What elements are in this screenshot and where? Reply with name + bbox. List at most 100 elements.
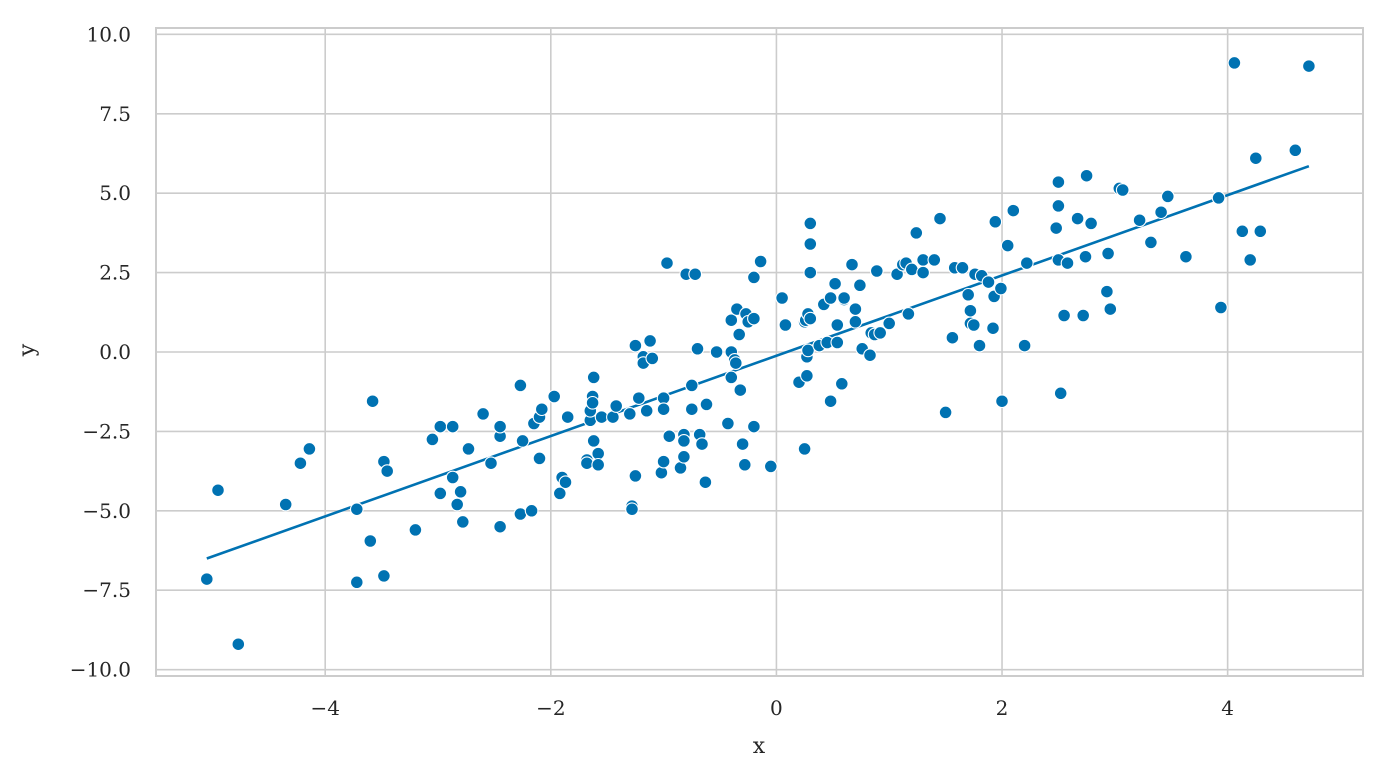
scatter-point xyxy=(1017,338,1032,353)
scatter-point xyxy=(580,456,594,471)
scatter-point xyxy=(994,281,1008,296)
scatter-point xyxy=(803,216,818,231)
scatter-point xyxy=(1006,203,1021,218)
scatter-point xyxy=(609,399,624,413)
scatter-point xyxy=(293,456,308,471)
scatter-point xyxy=(1049,221,1064,235)
scatter-point xyxy=(493,419,507,434)
scatter-point xyxy=(963,303,978,318)
scatter-point xyxy=(747,311,761,326)
scatter-point xyxy=(1060,256,1075,270)
scatter-point xyxy=(677,449,691,464)
scatter-point xyxy=(534,402,549,417)
scatter-point xyxy=(1179,249,1193,264)
scatter-point xyxy=(938,405,953,420)
scatter-point xyxy=(445,470,460,485)
scatter-point xyxy=(450,497,465,512)
scatter-point xyxy=(909,226,924,240)
scatter-point xyxy=(445,419,460,434)
scatter-point xyxy=(853,278,867,293)
scatter-point xyxy=(916,265,930,280)
x-tick-label: −2 xyxy=(536,696,565,720)
scatter-point xyxy=(904,262,919,277)
scatter-point xyxy=(586,434,601,448)
y-tick-label: −5.0 xyxy=(82,499,131,523)
axes-frame xyxy=(155,27,1364,677)
scatter-point xyxy=(837,291,851,305)
scatter-point xyxy=(747,419,761,434)
y-axis-label: y xyxy=(15,343,40,357)
scatter-point xyxy=(803,311,818,326)
scatter-point xyxy=(524,503,539,518)
x-tick-label: 4 xyxy=(1221,696,1234,720)
scatter-point xyxy=(724,370,739,385)
scatter-point xyxy=(349,575,364,590)
scatter-point xyxy=(532,451,547,466)
plot-frame xyxy=(155,27,1364,677)
scatter-point xyxy=(199,572,214,586)
grid-lines xyxy=(156,28,1363,676)
scatter-point xyxy=(278,497,293,512)
scatter-point xyxy=(493,519,507,534)
scatter-point xyxy=(211,483,225,498)
scatter-point xyxy=(945,330,960,345)
scatter-point xyxy=(377,569,391,583)
scatter-point xyxy=(594,410,609,424)
scatter-point xyxy=(733,383,748,397)
scatter-point xyxy=(830,335,845,350)
scatter-point xyxy=(848,314,863,329)
scatter-point xyxy=(455,515,470,529)
scatter-point xyxy=(380,464,395,478)
scatter-point xyxy=(995,394,1009,409)
y-tick-label: 5.0 xyxy=(99,181,131,205)
x-tick-labels: −4 −2 0 2 4 xyxy=(310,696,1234,720)
scatter-point xyxy=(800,368,814,383)
scatter-point xyxy=(690,341,705,356)
y-tick-label: −2.5 xyxy=(82,419,131,443)
scatter-point xyxy=(709,345,724,359)
scatter-point xyxy=(408,523,423,537)
scatter-point xyxy=(803,237,818,251)
scatter-point xyxy=(365,394,380,409)
scatter-point xyxy=(1154,205,1168,220)
scatter-point xyxy=(775,291,789,305)
scatter-point xyxy=(1227,56,1242,70)
scatter-point xyxy=(1079,168,1094,183)
scatter-point xyxy=(845,257,859,272)
scatter-point xyxy=(834,376,849,391)
scatter-point xyxy=(591,457,606,472)
scatter-point xyxy=(433,486,448,501)
y-tick-label: 10.0 xyxy=(86,22,131,46)
scatter-point xyxy=(1103,302,1118,316)
scatter-point xyxy=(461,442,476,456)
scatter-point xyxy=(552,486,567,501)
scatter-point xyxy=(656,454,671,469)
scatter-point xyxy=(1084,216,1098,231)
scatter-point xyxy=(1132,213,1147,228)
regression-line xyxy=(206,164,1310,560)
scatter-point xyxy=(803,265,818,280)
scatter-point xyxy=(763,459,778,474)
y-tick-labels: −10.0 −7.5 −5.0 −2.5 0.0 2.5 5.0 7.5 10.0 xyxy=(70,22,131,681)
scatter-point xyxy=(863,348,877,363)
scatter-point xyxy=(631,391,646,405)
scatter-point xyxy=(753,254,768,269)
scatter-point xyxy=(1243,253,1258,267)
scatter-point xyxy=(625,502,639,517)
scatter-point xyxy=(966,318,981,332)
scatter-point xyxy=(728,356,743,370)
y-tick-label: 7.5 xyxy=(99,102,131,126)
scatter-point xyxy=(677,434,691,448)
scatter-point xyxy=(699,397,714,412)
scatter-point xyxy=(425,432,440,447)
regression-line-group xyxy=(206,164,1310,560)
y-tick-label: −7.5 xyxy=(82,578,131,602)
scatter-point xyxy=(724,313,739,328)
scatter-point xyxy=(1076,308,1091,323)
scatter-point xyxy=(823,394,838,409)
scatter-point xyxy=(639,403,654,418)
scatter-point xyxy=(513,378,528,393)
scatter-point xyxy=(778,318,793,332)
scatter-point xyxy=(986,321,1000,336)
scatter-point xyxy=(1051,199,1066,213)
